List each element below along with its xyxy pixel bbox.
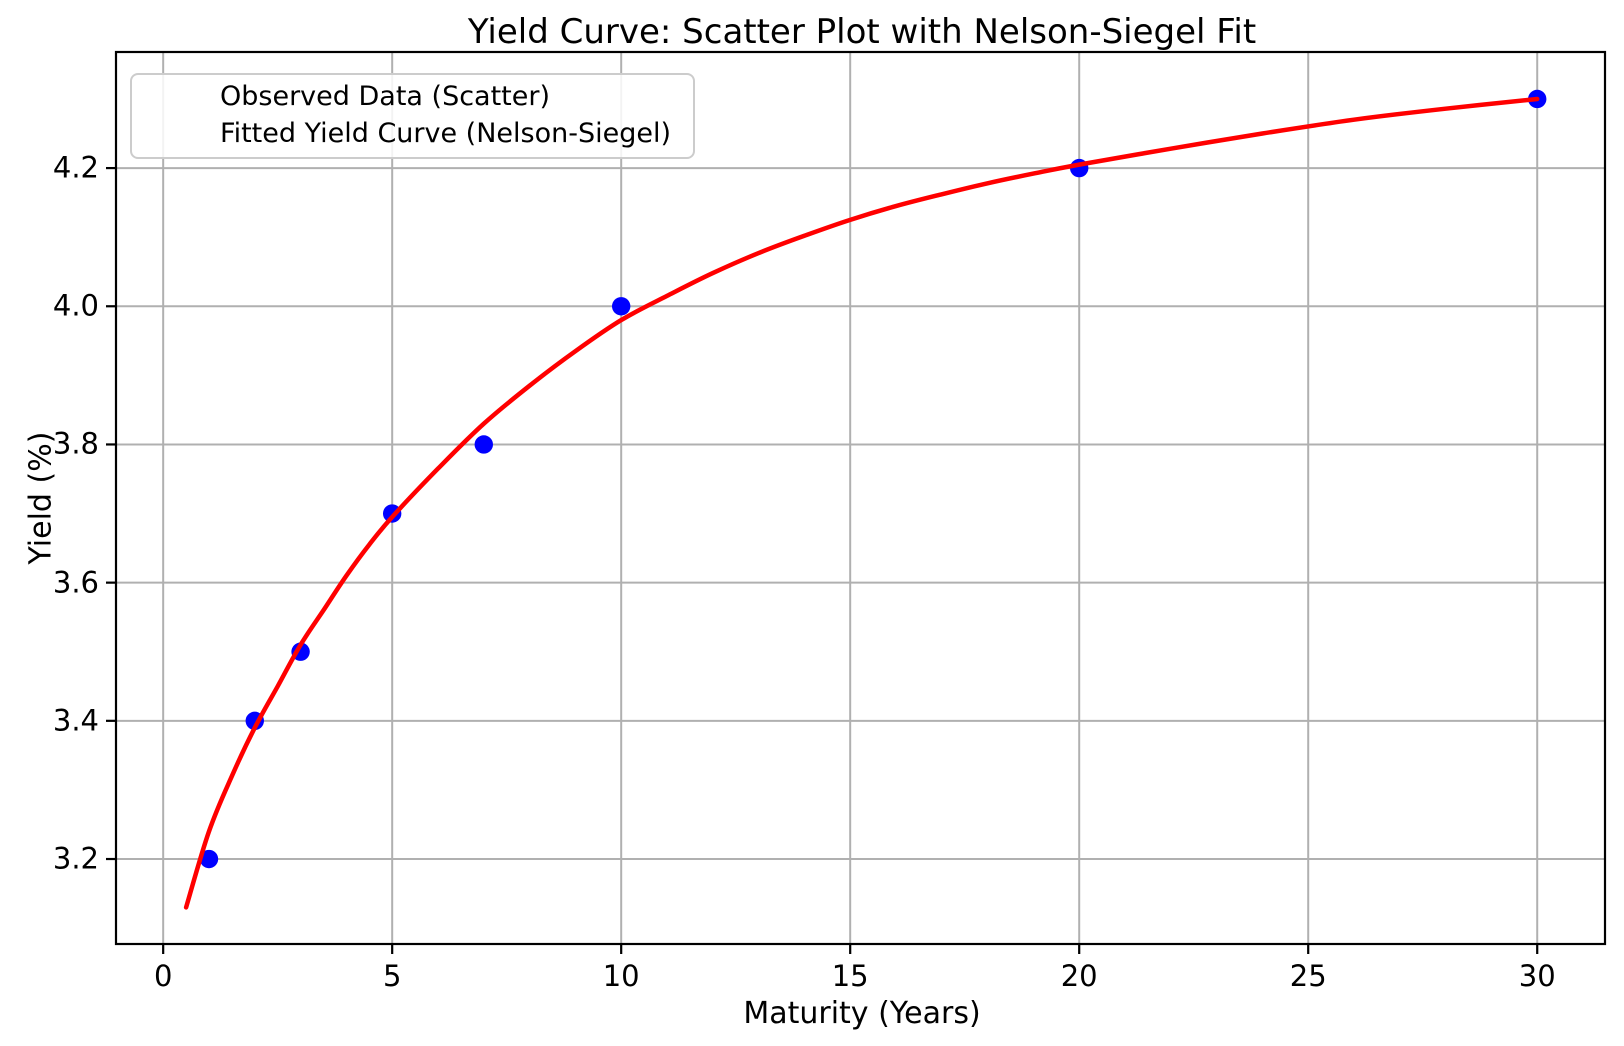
y-tick-label: 3.2: [52, 841, 99, 876]
x-tick-label: 10: [602, 959, 640, 993]
y-tick-label: 4.0: [52, 288, 99, 323]
legend-label-fit: Fitted Yield Curve (Nelson-Siegel): [220, 118, 671, 149]
legend: Observed Data (Scatter) Fitted Yield Cur…: [130, 73, 695, 159]
legend-item-fit: Fitted Yield Curve (Nelson-Siegel): [140, 115, 671, 152]
y-tick-label: 3.4: [52, 703, 99, 738]
legend-label-observed: Observed Data (Scatter): [220, 81, 551, 112]
x-tick-label: 5: [382, 959, 402, 993]
scatter-marker-icon: [171, 88, 189, 106]
x-tick-label: 15: [831, 959, 869, 993]
line-marker-icon: [151, 132, 209, 136]
chart-title: Yield Curve: Scatter Plot with Nelson-Si…: [467, 12, 1257, 52]
scatter-point: [199, 849, 219, 869]
x-tick-label: 25: [1289, 959, 1327, 993]
x-tick-label: 20: [1060, 959, 1098, 993]
y-tick-label: 4.2: [52, 150, 99, 185]
x-tick-label: 0: [153, 959, 173, 993]
scatter-point: [611, 297, 631, 316]
y-tick-label: 3.6: [52, 565, 99, 600]
x-axis-label: Maturity (Years): [743, 996, 981, 1031]
y-tick-label: 3.8: [52, 426, 99, 461]
x-tick-label: 30: [1518, 959, 1556, 993]
axes-spines: [114, 50, 1607, 946]
legend-item-observed: Observed Data (Scatter): [140, 78, 671, 115]
fit-curve: [183, 96, 1540, 910]
scatter-point: [474, 435, 493, 454]
